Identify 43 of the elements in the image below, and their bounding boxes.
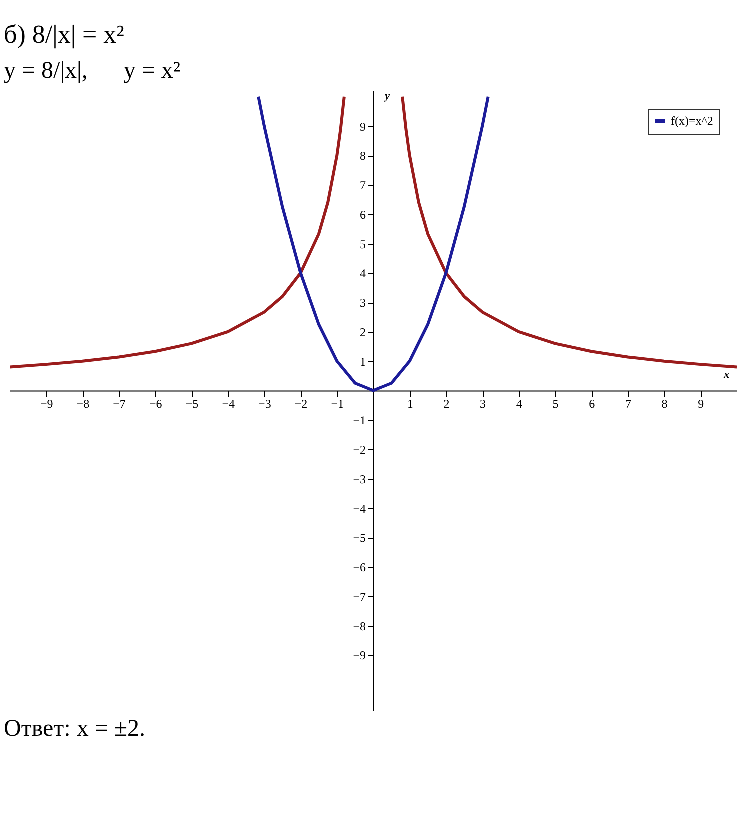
x-tick-label: 5 [552, 397, 559, 412]
line-series [257, 95, 490, 392]
y-tick-label: −5 [353, 531, 366, 546]
y-tick-label: −2 [353, 442, 366, 457]
x-tick-label: 8 [662, 397, 668, 412]
x-tick-label: 7 [625, 397, 632, 412]
x-tick-label: −8 [76, 397, 90, 412]
x-tick-label: −7 [113, 397, 126, 412]
y-tick-label: −3 [353, 472, 366, 486]
x-tick-label: −6 [150, 397, 162, 412]
x-tick-label: 1 [407, 397, 414, 412]
y-tick-label: 1 [360, 354, 366, 369]
chart-subtitle: y = 8/|x|, y = x² [3, 57, 182, 85]
x-tick-label: 4 [516, 397, 522, 412]
x-tick-label: −5 [186, 397, 199, 412]
y-tick-label: 6 [360, 208, 366, 222]
x-tick-label: −1 [331, 397, 344, 412]
y-tick-label: −9 [353, 648, 366, 663]
y-tick-label: −8 [353, 619, 366, 634]
y-tick-label: −1 [353, 414, 366, 428]
y-tick-label: 9 [360, 120, 366, 134]
text: Ответ: x = ±2. [3, 716, 147, 743]
x-tick-label: −9 [40, 397, 54, 412]
y-tick-label: 7 [360, 178, 366, 193]
x-tick-label: −4 [222, 397, 235, 412]
y-tick-label: −4 [353, 502, 366, 516]
chart-title: б) 8/|x| = x² [3, 19, 126, 50]
x-axis-title: x [723, 369, 730, 382]
legend-label: f(x)=x^2 [671, 114, 714, 128]
y-tick-label: 4 [360, 266, 366, 281]
y-tick-label: 3 [360, 296, 366, 310]
y-axis-title: y [383, 90, 390, 102]
x-tick-label: −3 [258, 397, 272, 412]
y-tick-label: −6 [353, 560, 366, 575]
x-tick-label: −2 [294, 397, 308, 412]
y-tick-label: 2 [360, 325, 366, 340]
x-tick-label: 3 [480, 397, 486, 412]
x-tick-label: 6 [589, 397, 596, 412]
x-tick-label: 2 [444, 397, 450, 412]
x-tick-label: 9 [698, 397, 704, 412]
y-tick-label: −7 [353, 590, 366, 604]
y-tick-label: 5 [360, 237, 366, 252]
y-tick-label: 8 [360, 149, 366, 164]
